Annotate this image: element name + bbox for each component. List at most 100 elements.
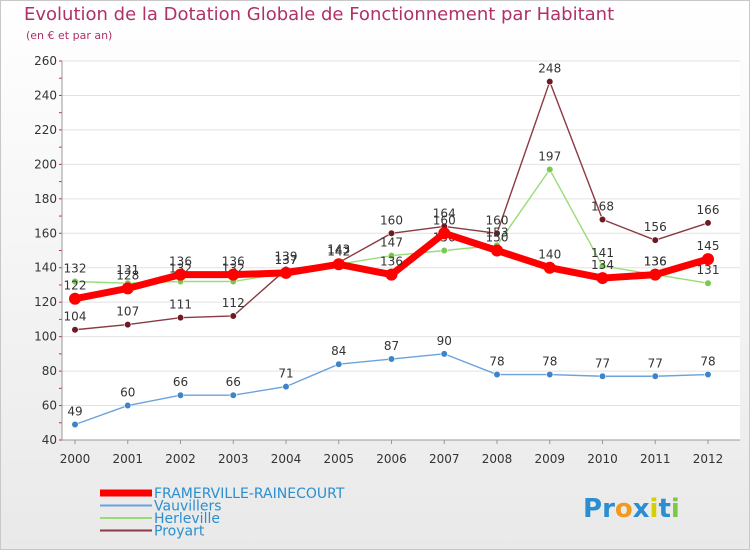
y-tick-label: 200: [34, 157, 57, 171]
legend-item: Herleville: [100, 511, 220, 527]
proxiti-logo: Proxiti: [583, 494, 680, 524]
data-label: 66: [226, 375, 241, 389]
data-point: [71, 326, 79, 334]
legend-item: Proyart: [100, 524, 205, 540]
data-point: [493, 229, 501, 237]
y-tick-label: 80: [42, 364, 57, 378]
data-point: [335, 360, 343, 368]
data-label: 66: [173, 375, 188, 389]
logo-letter: t: [658, 494, 670, 524]
y-tick-label: 60: [42, 399, 57, 413]
x-tick-label: 2008: [482, 452, 513, 466]
data-label: 77: [648, 356, 663, 370]
data-label: 140: [538, 248, 561, 262]
data-label: 153: [486, 225, 509, 239]
data-point: [174, 268, 187, 281]
x-tick-label: 2002: [165, 452, 196, 466]
data-point: [651, 372, 659, 380]
y-tick-label: 160: [34, 226, 57, 240]
data-point: [598, 372, 607, 380]
data-label: 136: [380, 255, 403, 269]
x-tick-label: 2003: [218, 452, 249, 466]
data-point: [229, 312, 237, 320]
y-tick-label: 240: [34, 88, 57, 102]
data-label: 160: [380, 213, 403, 227]
data-label: 131: [697, 263, 720, 277]
data-point: [280, 266, 292, 279]
x-tick-label: 2010: [587, 452, 618, 466]
x-tick-label: 2001: [112, 452, 143, 466]
logo-letter: i: [671, 494, 680, 524]
data-point: [121, 282, 134, 295]
data-point: [440, 350, 448, 358]
data-point: [229, 391, 237, 399]
data-point: [704, 219, 712, 227]
data-point: [546, 78, 554, 86]
data-label: 141: [591, 246, 614, 260]
data-label: 107: [116, 305, 139, 319]
y-tick-label: 100: [34, 330, 57, 344]
data-label: 122: [64, 279, 87, 293]
data-point: [493, 370, 501, 379]
data-label: 132: [64, 262, 87, 276]
data-label: 77: [595, 356, 610, 370]
data-point: [387, 229, 396, 237]
data-label: 166: [697, 203, 720, 217]
x-tick-label: 2011: [640, 452, 671, 466]
data-label: 131: [116, 263, 139, 277]
data-point: [176, 314, 185, 322]
data-label: 137: [275, 253, 298, 267]
x-tick-label: 2000: [60, 452, 91, 466]
y-tick-label: 120: [34, 295, 57, 309]
y-tick-label: 40: [42, 433, 57, 447]
y-tick-label: 140: [34, 261, 57, 275]
data-label: 145: [697, 239, 720, 253]
data-label: 136: [644, 255, 667, 269]
data-point: [387, 252, 396, 260]
data-label: 90: [437, 334, 452, 348]
data-label: 136: [222, 255, 245, 269]
series-vauvillers: 49 60 66 66 71 84 87 90 78 78 77 77 78: [67, 334, 716, 429]
legend-item: FRAMERVILLE-RAINECOURT: [100, 486, 345, 502]
logo-letter: x: [633, 494, 650, 524]
data-point: [702, 253, 714, 266]
data-point: [69, 292, 81, 305]
legend-label: Vauvillers: [154, 499, 222, 515]
data-label: 142: [327, 244, 350, 258]
data-point: [546, 370, 554, 379]
data-point: [440, 246, 448, 255]
data-label: 197: [538, 150, 561, 164]
logo-letter: r: [602, 494, 615, 524]
data-point: [438, 227, 451, 240]
data-point: [596, 272, 609, 285]
data-label: 164: [433, 206, 456, 220]
data-label: 136: [644, 255, 667, 269]
series-framerville-rainecourt: 122 128 136 136 137 142 136 160 150 140 134 136 145: [64, 213, 720, 305]
data-label: 160: [433, 213, 456, 227]
data-point: [124, 401, 132, 410]
data-point: [598, 262, 607, 270]
plot-area: [62, 61, 740, 440]
logo-letter: i: [650, 494, 659, 524]
data-point: [546, 165, 554, 174]
data-label: 139: [275, 249, 298, 263]
data-label: 104: [64, 310, 87, 324]
data-point: [649, 268, 662, 281]
data-label: 60: [120, 386, 135, 400]
data-label: 71: [278, 367, 293, 381]
logo-letter: P: [583, 494, 602, 524]
data-label: 150: [486, 231, 509, 245]
data-label: 147: [380, 236, 403, 250]
data-point: [598, 215, 607, 224]
y-tick-label: 220: [34, 123, 57, 137]
data-point: [124, 320, 132, 329]
x-tick-label: 2009: [534, 452, 565, 466]
x-tick-label: 2012: [693, 452, 724, 466]
data-point: [176, 391, 185, 399]
data-point: [282, 382, 290, 391]
legend-label: Herleville: [154, 511, 220, 527]
data-point: [651, 236, 659, 244]
data-point: [387, 355, 396, 363]
x-tick-label: 2004: [271, 452, 302, 466]
